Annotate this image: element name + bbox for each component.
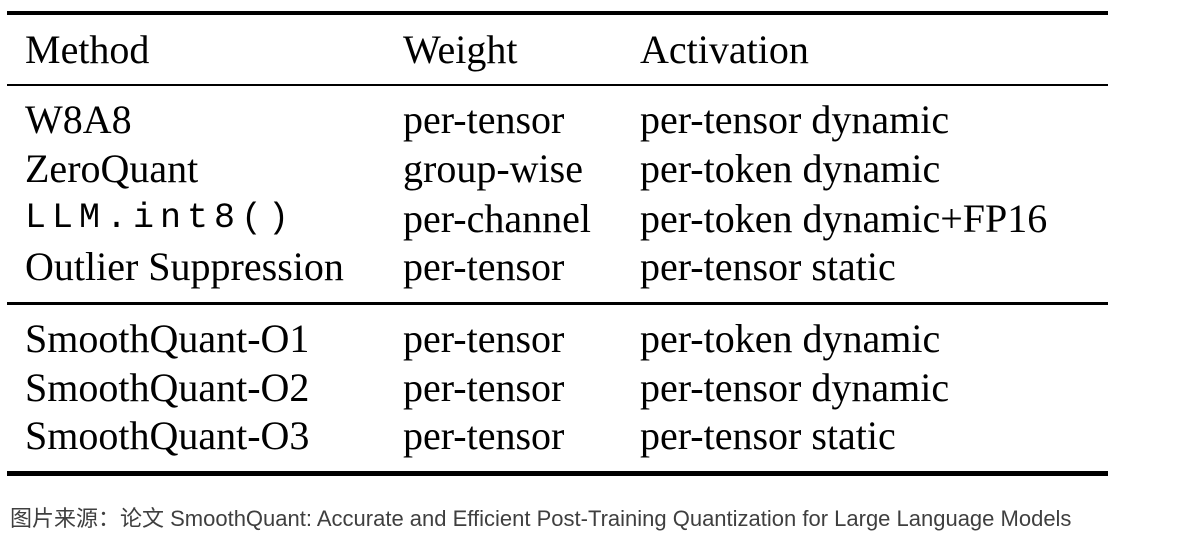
- method-cell: ZeroQuant: [25, 145, 199, 191]
- activation-cell: per-tensor dynamic: [640, 364, 950, 410]
- method-cell: LLM.int8(): [25, 198, 296, 238]
- activation-cell: per-token dynamic+FP16: [640, 195, 1048, 241]
- smoothquant-methods-group: SmoothQuant-O1 per-tensor per-token dynami…: [7, 304, 1108, 474]
- column-header-weight: Weight: [403, 27, 518, 72]
- weight-cell: group-wise: [403, 145, 583, 191]
- weight-cell: per-tensor: [403, 244, 565, 289]
- table-row: ZeroQuant group-wise per-token dynamic: [7, 143, 1108, 193]
- method-cell: SmoothQuant-O1: [25, 316, 310, 361]
- activation-cell: per-token dynamic: [640, 316, 941, 361]
- table-row: Outlier Suppression per-tensor per-tensor …: [7, 243, 1108, 304]
- activation-cell: per-tensor static: [640, 244, 896, 289]
- quantization-methods-table: Method Weight Activation W8A8 per-tensor p…: [7, 11, 1108, 476]
- column-header-method: Method: [25, 27, 150, 72]
- column-header-activation: Activation: [640, 27, 809, 72]
- method-cell: SmoothQuant-O3: [25, 413, 310, 458]
- weight-cell: per-tensor: [403, 364, 565, 410]
- image-source-caption: 图片来源：论文 SmoothQuant: Accurate and Effici…: [10, 506, 1072, 531]
- weight-cell: per-channel: [403, 195, 591, 241]
- method-cell: Outlier Suppression: [25, 244, 344, 289]
- method-cell: SmoothQuant-O2: [25, 364, 310, 410]
- weight-cell: per-tensor: [403, 97, 565, 142]
- baseline-methods-group: W8A8 per-tensor per-tensor dynamic ZeroQuan…: [7, 85, 1108, 304]
- activation-cell: per-tensor static: [640, 413, 896, 458]
- table-row: SmoothQuant-O1 per-tensor per-token dynami…: [7, 304, 1108, 363]
- method-cell: W8A8: [25, 97, 132, 142]
- table-header: Method Weight Activation: [7, 13, 1108, 85]
- table-row: SmoothQuant-O3 per-tensor per-tensor stati…: [7, 412, 1108, 474]
- weight-cell: per-tensor: [403, 316, 565, 361]
- table-row: SmoothQuant-O2 per-tensor per-tensor dynam…: [7, 362, 1108, 412]
- table-row: W8A8 per-tensor per-tensor dynamic: [7, 85, 1108, 143]
- header-row: Method Weight Activation: [7, 13, 1108, 85]
- activation-cell: per-token dynamic: [640, 145, 941, 191]
- activation-cell: per-tensor dynamic: [640, 97, 950, 142]
- weight-cell: per-tensor: [403, 413, 565, 458]
- table-row: LLM.int8() per-channel per-token dynamic+F…: [7, 193, 1108, 243]
